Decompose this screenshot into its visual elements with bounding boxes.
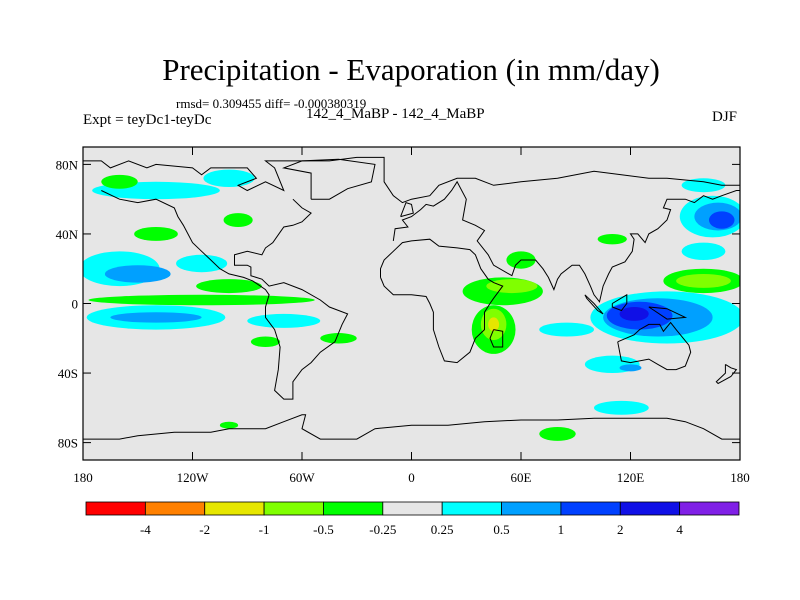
axes: 180 120W 60W 0 60E 120E 180 80N 40N 0 40S 80S [56,147,750,485]
y-tick-label: 80S [58,436,78,451]
feature-npac-cyan [681,242,726,261]
x-tick-label: 120W [177,470,210,485]
feature-equator-blue-band [110,312,202,323]
feature-arctic-cyan-west [203,169,255,187]
coastline-12 [715,363,738,385]
x-tick-label: 0 [408,470,415,485]
x-tick-label: 120E [617,470,645,485]
chart-title: Precipitation - Evaporation (in mm/day) [162,52,660,87]
colorbar-box [560,501,621,516]
colorbar-box [204,501,265,516]
feature-asia-green [597,233,627,245]
x-tick-label: 60E [511,470,532,485]
colorbar-label: -2 [199,522,210,537]
colorbar-box [144,501,206,516]
coastline-9 [584,294,604,315]
coastline-0 [83,156,740,204]
feature-equator-green-band [88,294,315,306]
season-label: DJF [712,109,738,125]
x-tick-label: 180 [73,470,93,485]
coastline-4 [617,321,692,371]
coastlines [83,156,740,440]
feature-southern-green [219,421,239,429]
colorbar-label: -4 [140,522,151,537]
feature-indian-cyan [539,322,594,337]
coastline-8 [648,306,688,320]
chart-stats: rmsd= 0.309455 diff= -0.000380319 [176,96,367,111]
colorbar-box [323,501,384,516]
coastline-3 [392,180,740,303]
experiment-label: Expt = teyDc1-teyDc [83,112,212,128]
colorbar-box [85,501,146,516]
feature-s-pacific-green-2 [320,333,357,344]
colorbar-label: 0.5 [493,522,509,537]
x-tick-label: 60W [289,470,315,485]
feature-nwpac-cyan-2 [681,178,726,193]
colorbar-box [263,501,324,516]
colorbar-box [501,501,562,516]
colorbar-box [382,501,443,516]
colorbar-box [679,501,740,516]
feature-nwpac-blue [708,211,735,229]
colorbar-label: -0.5 [313,522,334,537]
x-tick-label: 180 [730,470,750,485]
y-tick-label: 40N [56,227,79,242]
feature-npac-lime [676,273,731,288]
y-tick-label: 0 [72,297,79,312]
colorbar-label: 0.25 [431,522,454,537]
feature-subtrop-blue-west [104,265,171,283]
colorbar-box [619,501,681,516]
feature-southern-green-2 [539,426,576,441]
feature-s-pacific-cyan [247,313,321,328]
feature-subtrop-green-mid [196,279,262,294]
colorbar-box [441,501,502,516]
y-tick-label: 80N [56,157,79,172]
feature-n-pacific-green-50 [223,213,253,227]
feature-indian-blue [619,364,642,372]
feature-subtrop-cyan-mid [176,254,228,273]
colorbar-label: 1 [558,522,565,537]
field-features [83,169,740,441]
colorbar-label: -0.25 [369,522,396,537]
colorbar [85,501,740,516]
colorbar-labels: -4 -2 -1 -0.5 -0.25 0.25 0.5 1 2 4 [140,522,683,537]
coastline-11 [400,201,414,218]
feature-africa-yellow [488,317,500,332]
coastline-2 [380,238,504,364]
colorbar-label: 4 [676,522,683,537]
feature-s-pacific-green [250,336,281,347]
case-label: 142_4_MaBP - 142_4_MaBP [306,106,485,122]
y-tick-label: 40S [58,366,78,381]
feature-n-pacific-green [101,174,138,189]
colorbar-label: -1 [259,522,270,537]
coastline-5 [83,414,740,440]
feature-africa-lime [486,279,538,294]
feature-n-pacific-green-40 [134,226,178,241]
feature-southern-cyan [594,400,649,415]
coastline-10 [611,293,628,312]
colorbar-label: 2 [617,522,624,537]
coastline-1 [101,190,349,400]
feature-wpac-darkblue [619,306,649,321]
coastline-6 [489,329,504,348]
coastline-7 [281,158,376,200]
